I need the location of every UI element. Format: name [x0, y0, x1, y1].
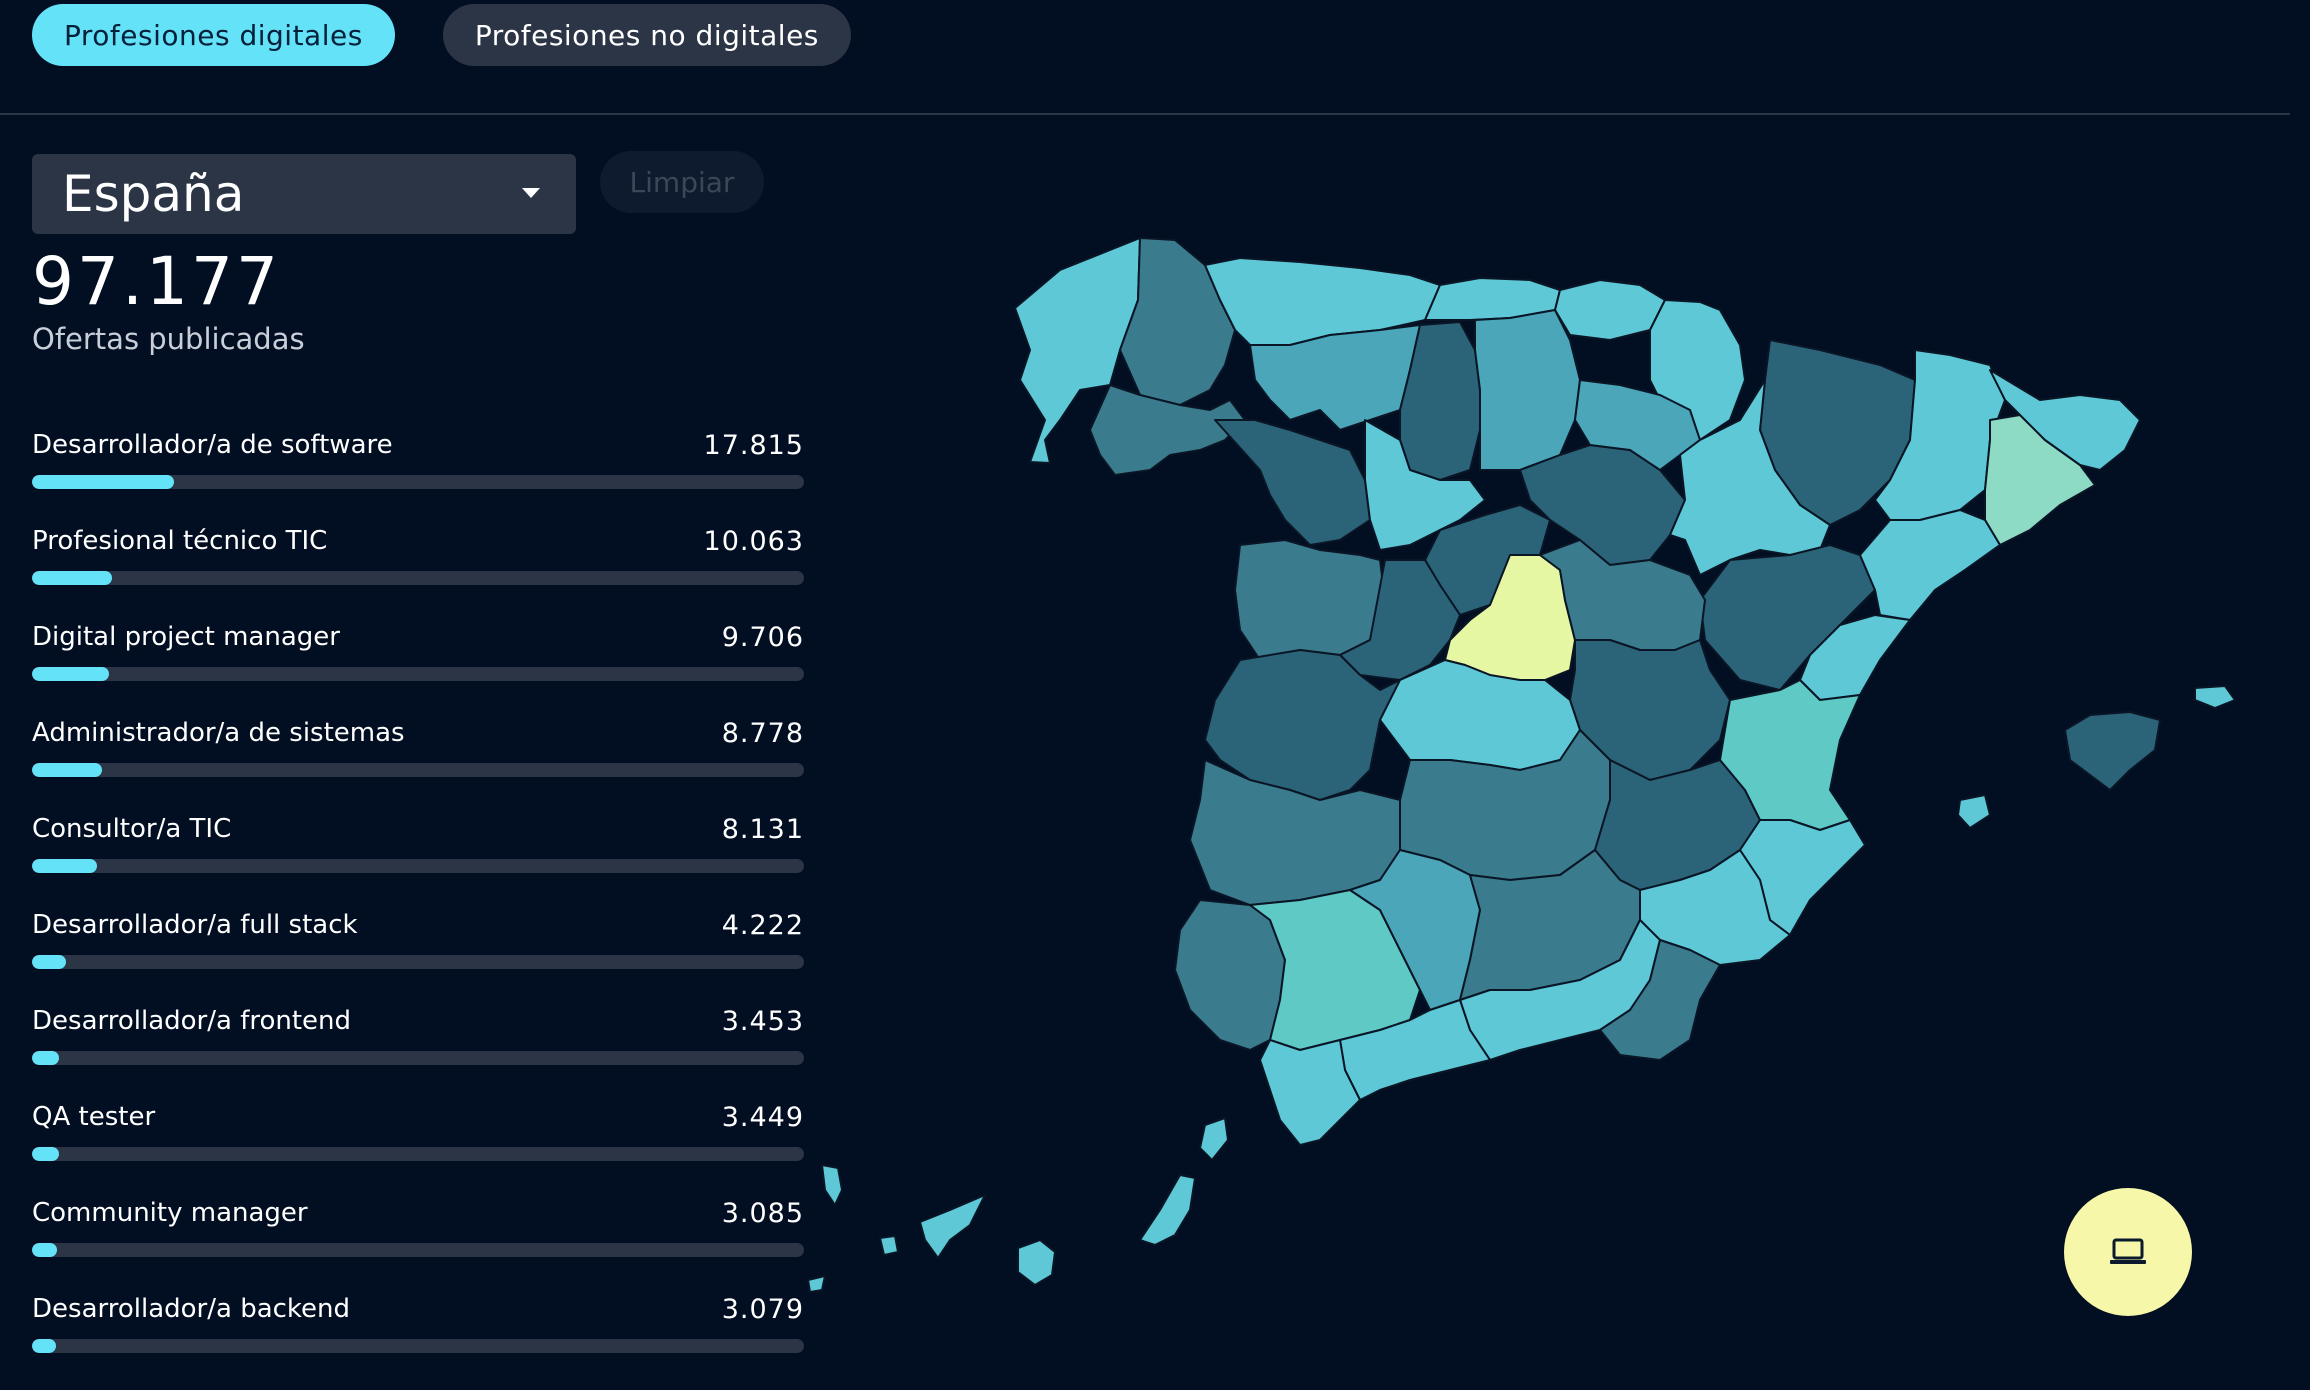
profession-tabs: Profesiones digitales Profesiones no dig… [32, 4, 851, 66]
map-region-a-coruna[interactable] [1014, 237, 1141, 464]
map-region-huelva[interactable] [1174, 899, 1286, 1051]
profession-name: Desarrollador/a full stack [32, 910, 358, 940]
profession-name: Desarrollador/a backend [32, 1294, 351, 1324]
professions-list: Desarrollador/a de software 17.815 Profesi… [32, 430, 804, 1390]
map-region-tenerife[interactable] [919, 1194, 986, 1259]
offers-total: 97.177 [32, 243, 281, 320]
laptop-fab-button[interactable] [2064, 1188, 2192, 1316]
map-region-salamanca[interactable] [1234, 539, 1386, 661]
map-region-menorca[interactable] [2194, 685, 2236, 709]
map-region-basque[interactable] [1554, 279, 1666, 341]
profession-count: 3.079 [721, 1294, 804, 1325]
map-region-almeria[interactable] [1599, 939, 1721, 1061]
divider [0, 113, 2290, 115]
profession-bar-fill [32, 667, 110, 681]
profession-row[interactable]: Profesional técnico TIC 10.063 [32, 526, 804, 622]
profession-name: Consultor/a TIC [32, 814, 232, 844]
map-region-el-hierro[interactable] [807, 1275, 826, 1293]
map-region-caceres[interactable] [1204, 649, 1431, 801]
profession-bar-fill [32, 1051, 60, 1065]
profession-row[interactable]: Desarrollador/a de software 17.815 [32, 430, 804, 526]
map-region-palencia[interactable] [1399, 321, 1481, 481]
map-region-mallorca[interactable] [2064, 711, 2161, 791]
map-region-asturias[interactable] [1204, 257, 1441, 346]
map-region-fuerteventura[interactable] [1139, 1174, 1196, 1246]
profession-name: Administrador/a de sistemas [32, 718, 405, 748]
map-region-lugo[interactable] [1119, 237, 1236, 406]
clear-button[interactable]: Limpiar [600, 151, 764, 213]
chevron-down-icon [522, 188, 540, 198]
profession-bar-track [32, 1243, 804, 1257]
profession-count: 10.063 [703, 526, 804, 557]
profession-name: Community manager [32, 1198, 308, 1228]
map-region-cadiz[interactable] [1259, 1039, 1361, 1146]
profession-count: 4.222 [721, 910, 804, 941]
map-region-pontevedra[interactable] [1089, 384, 1246, 476]
profession-bar-fill [32, 955, 66, 969]
profession-bar-fill [32, 859, 97, 873]
profession-bar-track [32, 1147, 804, 1161]
profession-bar-track [32, 1339, 804, 1353]
profession-name: Profesional técnico TIC [32, 526, 328, 556]
profession-row[interactable]: Community manager 3.085 [32, 1198, 804, 1294]
profession-count: 3.453 [721, 1006, 804, 1037]
profession-row[interactable]: Administrador/a de sistemas 8.778 [32, 718, 804, 814]
region-select[interactable]: España [32, 154, 576, 234]
map-region-la-gomera[interactable] [879, 1235, 899, 1256]
profession-count: 17.815 [703, 430, 804, 461]
profession-row[interactable]: Desarrollador/a backend 3.079 [32, 1294, 804, 1390]
profession-count: 3.085 [721, 1198, 804, 1229]
profession-count: 3.449 [721, 1102, 804, 1133]
map-region-girona[interactable] [1989, 369, 2141, 471]
profession-bar-track [32, 475, 804, 489]
tab-digital-professions[interactable]: Profesiones digitales [32, 4, 395, 66]
map-region-zamora[interactable] [1214, 419, 1371, 546]
map-region-burgos[interactable] [1474, 309, 1581, 471]
region-select-value: España [62, 165, 245, 223]
profession-bar-fill [32, 1147, 60, 1161]
profession-bar-track [32, 955, 804, 969]
offers-total-label: Ofertas publicadas [32, 322, 305, 356]
profession-bar-track [32, 859, 804, 873]
profession-bar-fill [32, 475, 174, 489]
profession-count: 9.706 [721, 622, 804, 653]
profession-row[interactable]: Digital project manager 9.706 [32, 622, 804, 718]
profession-row[interactable]: Desarrollador/a full stack 4.222 [32, 910, 804, 1006]
profession-bar-track [32, 667, 804, 681]
profession-bar-track [32, 763, 804, 777]
profession-bar-fill [32, 571, 112, 585]
profession-bar-fill [32, 1243, 57, 1257]
map-region-la-palma[interactable] [821, 1164, 843, 1206]
profession-row[interactable]: Consultor/a TIC 8.131 [32, 814, 804, 910]
map-region-ibiza[interactable] [1957, 794, 1991, 829]
map-region-valladolid[interactable] [1364, 419, 1486, 551]
profession-count: 8.778 [721, 718, 804, 749]
profession-name: Desarrollador/a de software [32, 430, 393, 460]
tab-non-digital-professions[interactable]: Profesiones no digitales [442, 4, 851, 66]
profession-bar-fill [32, 1339, 57, 1353]
map-region-gran-canaria[interactable] [1017, 1239, 1056, 1286]
profession-bar-track [32, 571, 804, 585]
profession-name: Digital project manager [32, 622, 340, 652]
profession-name: Desarrollador/a frontend [32, 1006, 352, 1036]
profession-bar-fill [32, 763, 102, 777]
laptop-icon [2110, 1238, 2146, 1264]
profession-row[interactable]: Desarrollador/a frontend 3.453 [32, 1006, 804, 1102]
map-region-tarragona[interactable] [1859, 509, 2001, 621]
map-region-lanzarote[interactable] [1199, 1117, 1229, 1161]
profession-count: 8.131 [721, 814, 804, 845]
profession-bar-track [32, 1051, 804, 1065]
profession-row[interactable]: QA tester 3.449 [32, 1102, 804, 1198]
profession-name: QA tester [32, 1102, 156, 1132]
spain-map [807, 237, 2236, 1293]
map-region-leon[interactable] [1249, 324, 1421, 431]
